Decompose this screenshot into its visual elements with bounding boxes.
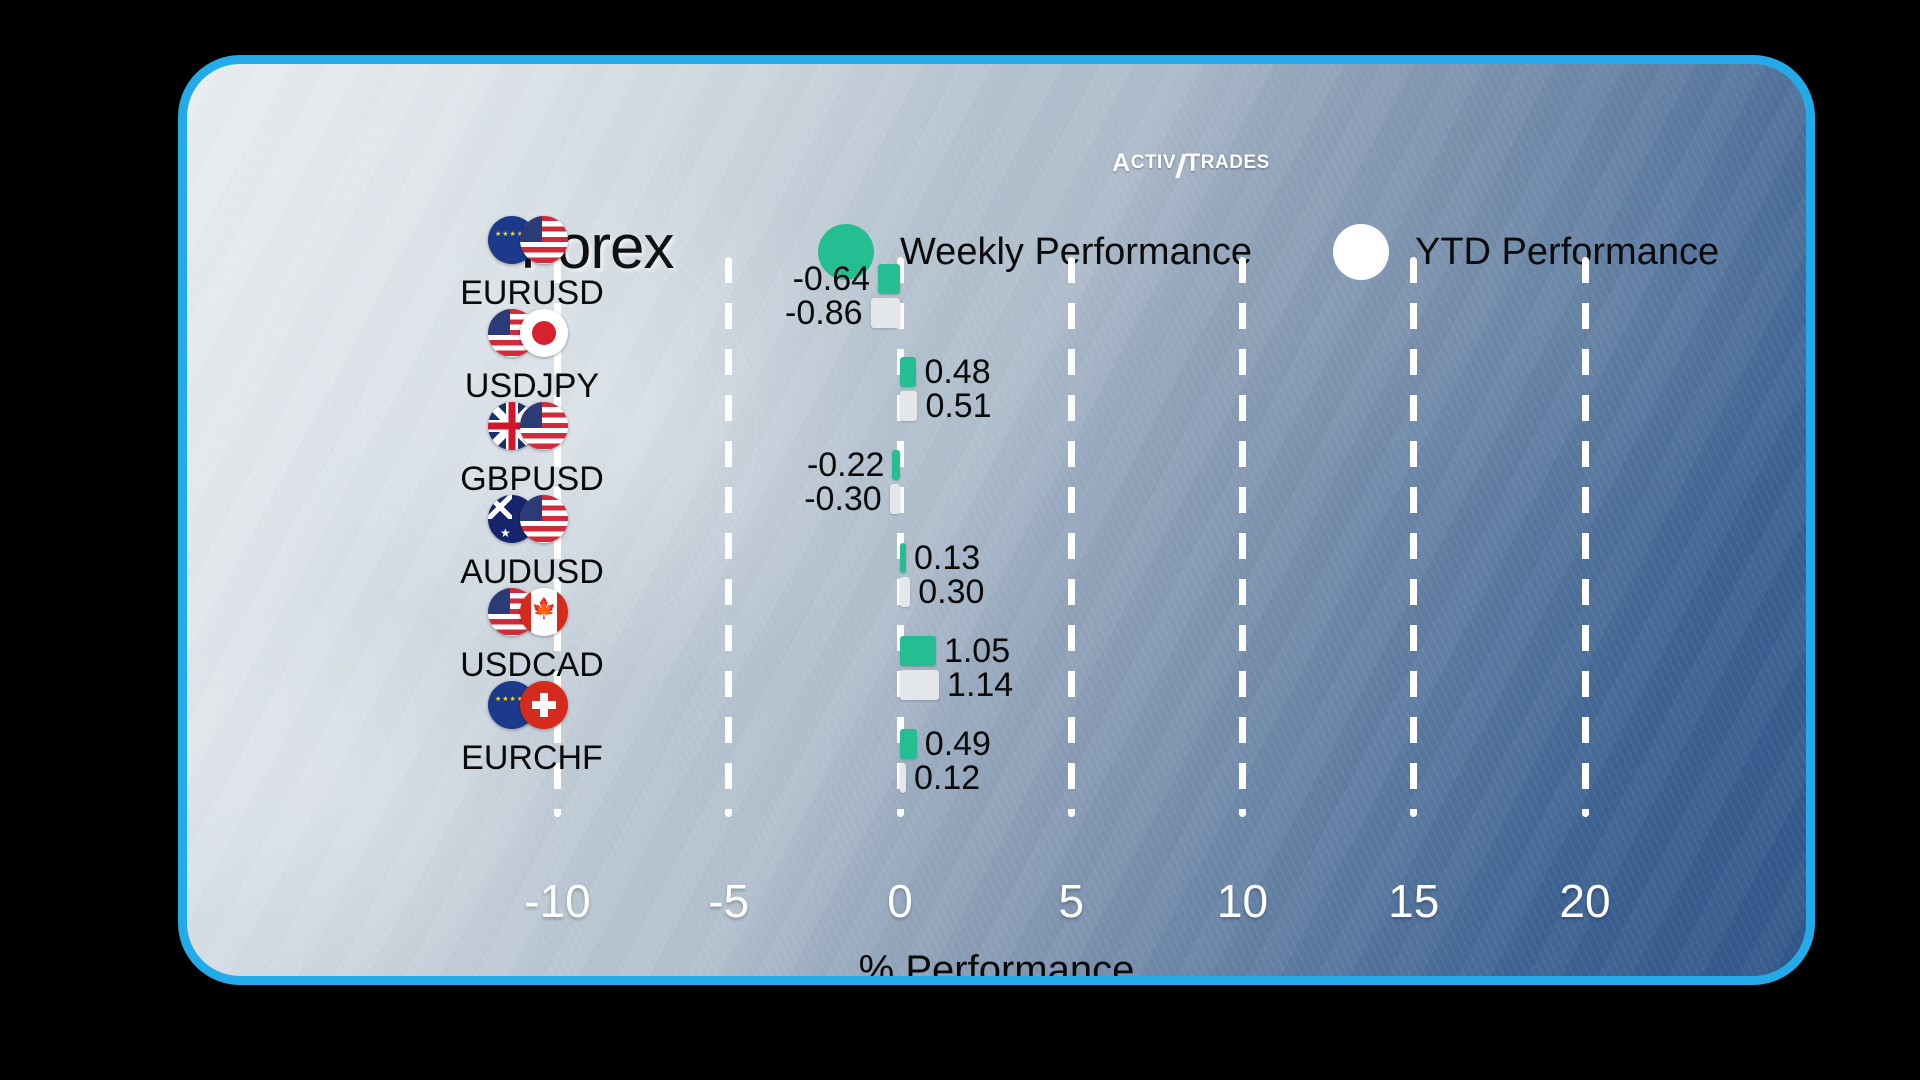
bar-usdcad-weekly[interactable] <box>900 636 936 666</box>
value-label-eurchf-ytd: 0.12 <box>914 759 981 797</box>
gridline-20 <box>1581 257 1589 817</box>
gridline-10 <box>1239 257 1246 817</box>
chart-plot-area: -10 -5 0 5 10 15 20 EURUSD USDJPY GBPUSD AUDUSD US… <box>187 64 1806 976</box>
bar-audusd-weekly[interactable] <box>900 543 906 573</box>
x-tick-20: 20 <box>1559 875 1611 927</box>
category-usdjpy: USDJPY <box>402 309 662 406</box>
gridline-0 <box>896 257 904 817</box>
bar-gbpusd-ytd[interactable] <box>889 484 900 514</box>
forex-performance-card: A CTIV T RADES Forex Weekly Performance YTD… <box>178 55 1815 985</box>
x-axis-title: % Performance <box>858 948 1135 985</box>
guilloche-ring <box>327 214 757 644</box>
legend-label-ytd: YTD Performance <box>1415 230 1720 273</box>
value-label-gbpusd-ytd: -0.30 <box>804 480 882 518</box>
us-flag-icon <box>520 216 568 264</box>
legend-swatch-weekly <box>818 224 874 280</box>
value-label-audusd-ytd: 0.30 <box>918 573 985 611</box>
bar-usdjpy-weekly[interactable] <box>900 357 917 387</box>
x-tick-5: 5 <box>1058 875 1085 927</box>
ca-flag-icon <box>520 588 568 636</box>
x-tick--10: -10 <box>524 875 591 927</box>
x-tick-10: 10 <box>1216 875 1269 927</box>
flag-pair <box>402 402 662 456</box>
category-eurchf: EURCHF <box>402 681 662 778</box>
category-eurusd: EURUSD <box>402 216 662 313</box>
bar-gbpusd-weekly[interactable] <box>892 450 900 480</box>
value-label-usdjpy-ytd: 0.51 <box>925 387 992 425</box>
value-label-usdcad-weekly: 1.05 <box>943 632 1011 670</box>
us-flag-icon <box>520 402 568 450</box>
category-usdcad: USDCAD <box>402 588 662 685</box>
jp-flag-icon <box>520 309 568 357</box>
category-label: EURUSD <box>460 274 604 312</box>
bar-eurusd-weekly[interactable] <box>878 264 900 294</box>
gridline-5 <box>1067 257 1075 817</box>
category-gbpusd: GBPUSD <box>402 402 662 499</box>
flag-pair <box>402 681 662 735</box>
value-label-usdcad-ytd: 1.14 <box>947 666 1014 704</box>
value-label-gbpusd-weekly: -0.22 <box>806 446 885 484</box>
legend-item-weekly[interactable]: Weekly Performance <box>818 224 1252 280</box>
category-label: GBPUSD <box>460 460 604 498</box>
value-label-usdjpy-weekly: 0.48 <box>924 353 991 391</box>
x-tick-0: 0 <box>887 875 913 927</box>
legend-label-weekly: Weekly Performance <box>900 230 1252 273</box>
value-label-eurusd-ytd: -0.86 <box>785 294 863 332</box>
value-label-audusd-weekly: 0.13 <box>914 539 981 577</box>
activtrades-logo: A CTIV T RADES <box>1112 148 1270 178</box>
value-label-eurchf-weekly: 0.49 <box>924 725 991 763</box>
category-label: EURCHF <box>461 739 603 777</box>
gridline--5 <box>725 257 733 817</box>
value-label-eurusd-weekly: -0.64 <box>792 260 871 298</box>
bar-usdcad-ytd[interactable] <box>900 670 940 700</box>
category-label: AUDUSD <box>460 553 604 591</box>
category-label: USDJPY <box>464 367 600 405</box>
bar-eurchf-ytd[interactable] <box>900 763 906 793</box>
x-tick--5: -5 <box>708 875 750 927</box>
category-label: USDCAD <box>460 646 604 684</box>
flag-pair <box>402 588 662 642</box>
flag-pair <box>402 216 662 270</box>
x-tick-15: 15 <box>1388 875 1440 927</box>
bar-usdjpy-ytd[interactable] <box>900 391 918 421</box>
flag-pair <box>402 495 662 549</box>
us-flag-icon <box>520 495 568 543</box>
category-audusd: AUDUSD <box>402 495 662 592</box>
ch-flag-icon <box>520 681 568 729</box>
legend-swatch-ytd <box>1333 224 1389 280</box>
bar-eurusd-ytd[interactable] <box>870 298 900 328</box>
flag-pair <box>402 309 662 363</box>
bar-eurchf-weekly[interactable] <box>900 729 917 759</box>
bar-audusd-ytd[interactable] <box>900 577 911 607</box>
legend-item-ytd[interactable]: YTD Performance <box>1333 224 1719 280</box>
gridline-15 <box>1410 257 1418 817</box>
